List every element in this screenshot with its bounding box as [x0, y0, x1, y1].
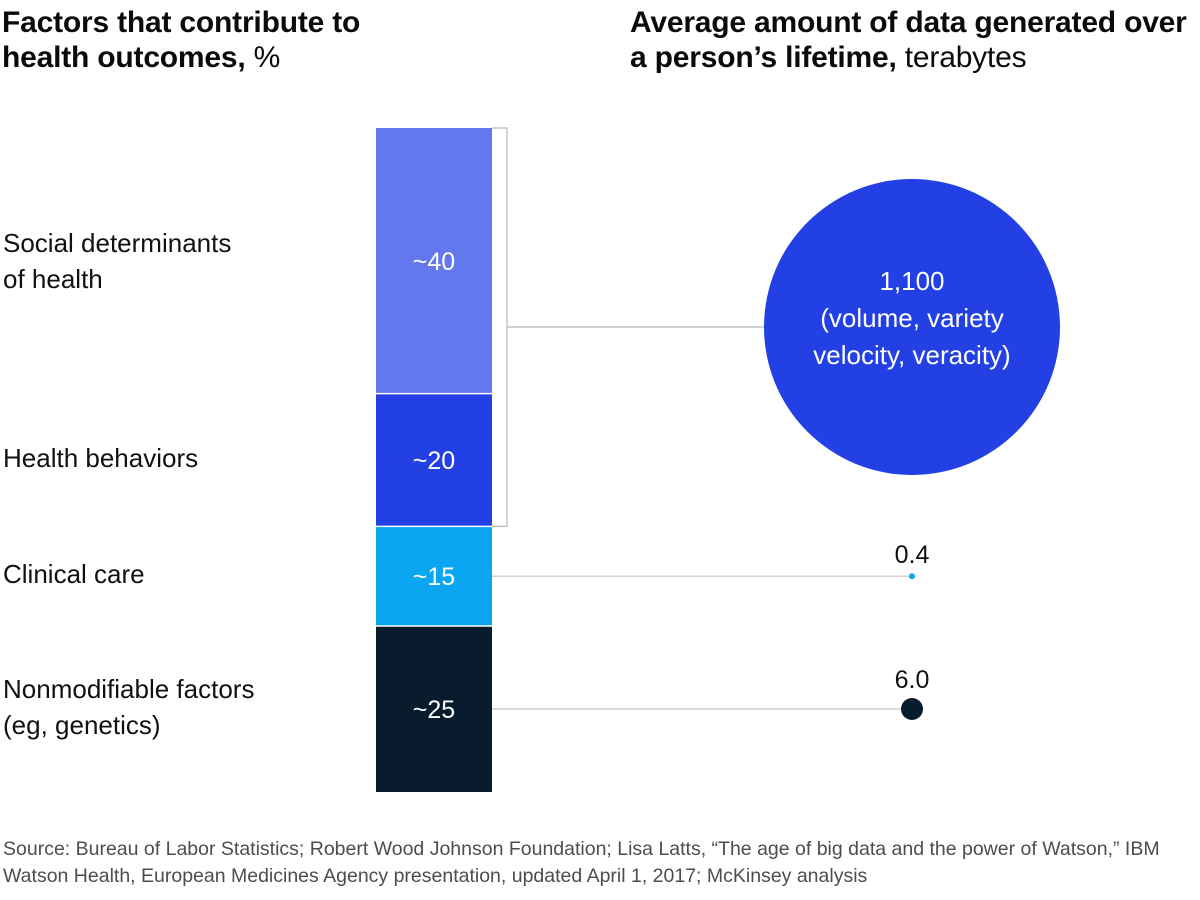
- category-label-line: Health behaviors: [3, 443, 199, 473]
- right-chart-title: Average amount of data generated over a …: [630, 5, 1200, 75]
- bar-segment: [376, 626, 492, 792]
- bar-value-label: ~20: [413, 447, 455, 475]
- category-label-line: of health: [3, 263, 103, 294]
- right-title-unit: terabytes: [904, 41, 1027, 74]
- category-label: Nonmodifiable factors (eg, genetics): [3, 671, 254, 743]
- category-label-line: Social determinants: [3, 227, 232, 258]
- category-label-line: Clinical care: [3, 559, 145, 590]
- category-label: Clinical care: [3, 556, 145, 592]
- source-note: Source: Bureau of Labor Statistics; Robe…: [3, 838, 1160, 887]
- category-label-line: Nonmodifiable factors: [3, 674, 255, 704]
- bar-value-label: ~25: [413, 696, 455, 724]
- data-point: [909, 573, 915, 580]
- category-label: Health behaviors: [3, 440, 198, 476]
- point-note-label: (volume, variety: [820, 303, 1004, 333]
- bar-segment: [376, 393, 492, 527]
- bar-segment: [376, 128, 492, 394]
- bar-value-label: ~15: [413, 563, 455, 591]
- category-label: Social determinants of health: [3, 225, 231, 297]
- left-title-main: Factors that contribute to health outcom…: [2, 6, 361, 74]
- point-value-label: 1,100: [879, 266, 944, 296]
- bar-value-label: ~40: [413, 248, 455, 276]
- point-value-label: 0.4: [895, 541, 930, 569]
- point-note-label: velocity, veracity): [813, 340, 1010, 370]
- left-chart-title: Factors that contribute to health outcom…: [2, 5, 442, 75]
- point-value-label: 6.0: [895, 666, 930, 694]
- data-point: [764, 179, 1060, 475]
- right-title-main: Average amount of data generated over a …: [630, 6, 1187, 74]
- category-label-line: (eg, genetics): [3, 710, 161, 740]
- data-point: [901, 698, 923, 720]
- bracket: [492, 127, 508, 527]
- bar-segment: [376, 526, 492, 626]
- left-title-unit: %: [253, 41, 281, 74]
